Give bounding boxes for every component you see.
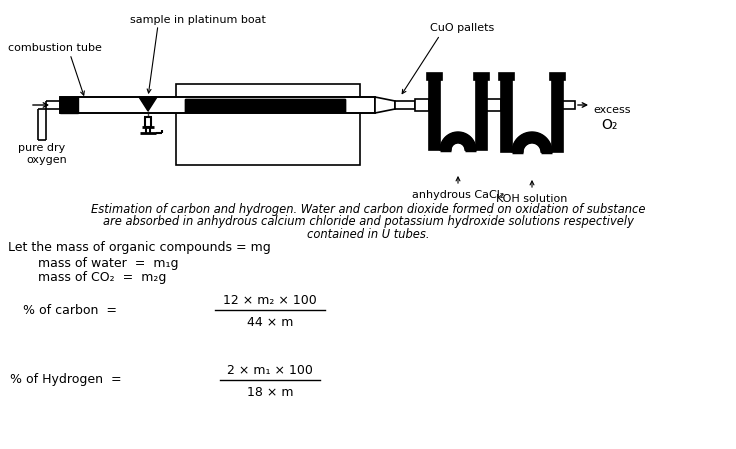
Text: are absorbed in anhydrous calcium chloride and potassium hydroxide solutions res: are absorbed in anhydrous calcium chlori…	[102, 216, 634, 229]
Bar	[427, 73, 442, 80]
Text: pure dry: pure dry	[18, 143, 66, 153]
Text: 18 × m: 18 × m	[247, 386, 293, 399]
Bar	[395, 101, 415, 109]
Bar	[185, 98, 345, 111]
Text: % of carbon  =: % of carbon =	[23, 304, 117, 317]
Text: oxygen: oxygen	[26, 155, 67, 165]
Text: mass of CO₂  =  m₂g: mass of CO₂ = m₂g	[38, 272, 166, 285]
Text: contained in U tubes.: contained in U tubes.	[307, 228, 429, 241]
Bar	[60, 97, 375, 113]
Bar	[552, 80, 563, 152]
Text: excess: excess	[593, 105, 631, 115]
Bar	[415, 99, 429, 111]
Text: mass of water  =  m₁g: mass of water = m₁g	[38, 256, 179, 269]
Bar	[185, 98, 345, 111]
Text: CuO pallets: CuO pallets	[430, 23, 495, 33]
Text: Estimation of carbon and hydrogen. Water and carbon dioxide formed on oxidation : Estimation of carbon and hydrogen. Water…	[91, 203, 645, 216]
Text: combustion tube: combustion tube	[8, 43, 102, 53]
Bar	[499, 73, 514, 80]
Bar	[550, 73, 565, 80]
Bar	[476, 80, 487, 150]
Polygon shape	[375, 97, 395, 113]
Text: 44 × m: 44 × m	[247, 316, 293, 329]
Polygon shape	[139, 97, 157, 111]
Bar	[60, 97, 78, 113]
Text: 2 × m₁ × 100: 2 × m₁ × 100	[227, 364, 313, 377]
Bar	[501, 80, 512, 152]
Text: Let the mass of organic compounds = mg: Let the mass of organic compounds = mg	[8, 242, 271, 255]
Bar	[60, 97, 375, 113]
Bar	[563, 101, 575, 109]
Text: KOH solution: KOH solution	[496, 194, 567, 204]
Text: 12 × m₂ × 100: 12 × m₂ × 100	[223, 294, 317, 307]
Text: O₂: O₂	[601, 118, 618, 132]
Text: % of Hydrogen  =: % of Hydrogen =	[10, 374, 121, 387]
Bar	[429, 80, 440, 150]
Text: sample in platinum boat: sample in platinum boat	[130, 15, 266, 25]
Text: anhydrous CaCl₂: anhydrous CaCl₂	[412, 190, 504, 200]
Bar	[474, 73, 489, 80]
Bar	[176, 84, 360, 165]
Bar	[487, 99, 501, 111]
